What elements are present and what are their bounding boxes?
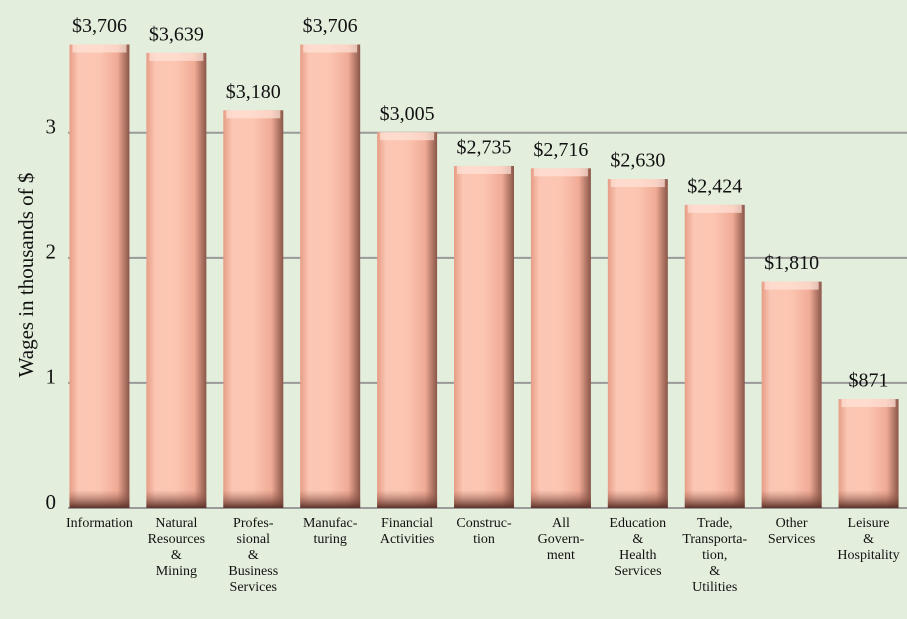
bar-top: [533, 168, 588, 177]
x-tick-label: Profes- sional & Business Services: [228, 516, 279, 595]
bar: [761, 281, 822, 508]
value-label: $2,716: [533, 139, 588, 161]
bar-top: [149, 52, 204, 61]
x-tick-label: Other Services: [767, 516, 816, 547]
bar-top: [380, 132, 435, 141]
x-tick-label: All Govern- ment: [537, 516, 585, 563]
y-axis-label: Wages in thousands of $: [14, 173, 38, 378]
value-label: $2,424: [687, 175, 742, 197]
x-tick-label: Leisure & Hospitality: [837, 516, 900, 563]
value-label: $3,005: [380, 103, 435, 125]
bar-base: [146, 490, 207, 508]
value-label: $1,810: [764, 252, 819, 274]
bar-base: [454, 490, 514, 508]
value-label: $3,639: [149, 23, 204, 45]
x-tick-label: Construc- tion: [456, 516, 512, 547]
bar: [223, 110, 284, 509]
x-tick-label: Manufac- turing: [302, 516, 358, 547]
x-tick-label: Information: [66, 516, 133, 531]
bar-top: [457, 165, 511, 174]
bar: [69, 44, 130, 509]
value-label: $3,180: [226, 81, 281, 103]
y-tick-label: 3: [46, 115, 57, 139]
x-tick-label: Trade, Transporta- tion, & Utilities: [682, 516, 748, 595]
bar: [684, 204, 745, 509]
bar-top: [687, 204, 742, 213]
bar: [530, 168, 591, 508]
value-label: $3,706: [72, 15, 127, 37]
x-tick-label: Financial Activities: [379, 516, 435, 547]
bar-base: [223, 490, 284, 508]
y-tick-label: 2: [46, 240, 57, 264]
bar-top: [303, 44, 358, 53]
bar: [838, 399, 899, 508]
y-tick-label: 1: [46, 365, 57, 389]
bar-top: [72, 44, 127, 53]
bar-top: [764, 281, 819, 290]
bar-base: [300, 490, 361, 508]
bar: [607, 179, 668, 509]
value-label: $3,706: [303, 15, 358, 37]
bar: [146, 52, 207, 509]
bar-top: [226, 110, 281, 119]
bar-base: [377, 490, 438, 508]
bar-base: [838, 490, 899, 508]
bar: [300, 44, 361, 509]
value-label: $2,630: [610, 150, 665, 172]
y-tick-label: 0: [46, 490, 57, 514]
bar-base: [607, 490, 668, 508]
bar: [454, 165, 514, 508]
x-tick-label: Natural Resources & Mining: [147, 516, 206, 579]
bar: [377, 132, 438, 508]
bar-base: [69, 490, 130, 508]
value-label: $2,735: [457, 137, 512, 159]
bar-base: [761, 490, 822, 508]
value-label: $871: [849, 370, 889, 392]
x-tick-label: Education & Health Services: [609, 516, 667, 579]
bar-top: [841, 399, 896, 408]
bar-base: [530, 490, 591, 508]
bar-top: [610, 179, 665, 188]
bar-base: [684, 490, 745, 508]
